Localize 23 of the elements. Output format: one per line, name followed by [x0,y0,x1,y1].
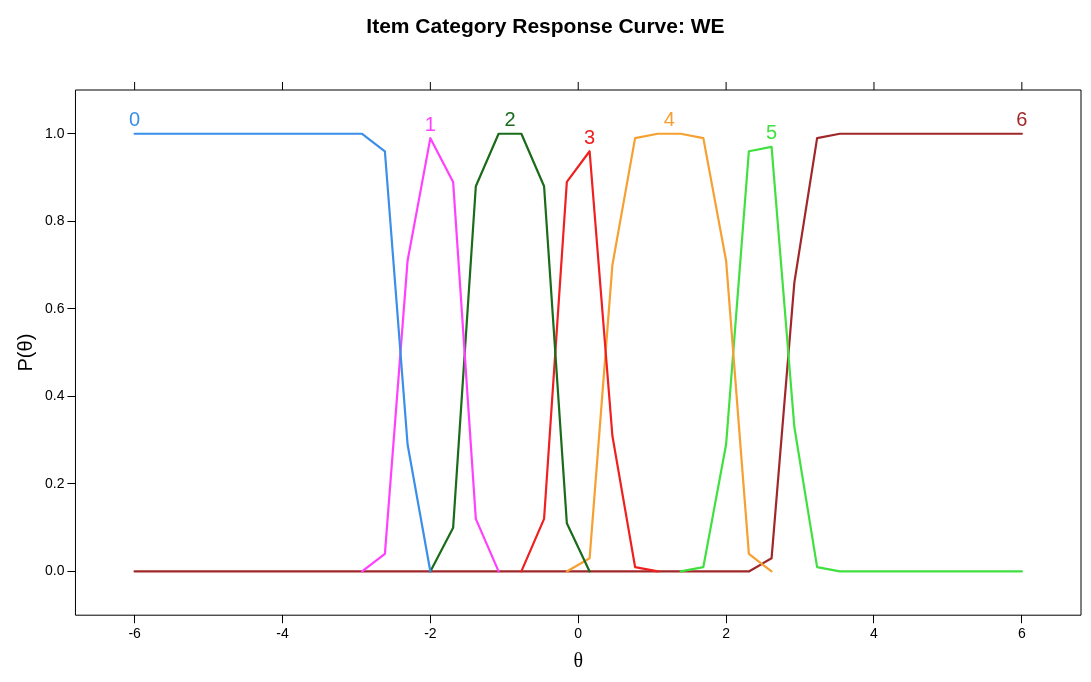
x-tick-label: -2 [424,625,437,642]
y-tick-label: 0.0 [44,562,65,579]
x-tick-label: 6 [1017,625,1026,642]
series-label: 6 [1016,108,1028,131]
series-label: 4 [663,108,675,131]
x-tick-label: -6 [128,625,142,642]
y-tick-label: 0.4 [44,387,65,404]
series-label: 1 [424,112,436,135]
series-label: 0 [129,108,141,131]
y-tick-label: 1.0 [44,124,65,141]
chart-title: Item Category Response Curve: WE [365,14,726,39]
y-axis-title: P(θ) [13,333,36,372]
x-tick-label: 0 [574,625,583,642]
series-label: 2 [504,108,516,131]
x-axis-title: θ [573,649,584,672]
y-tick-label: 0.2 [44,474,65,491]
x-tick-label: -4 [276,625,289,642]
x-tick-label: 4 [870,625,879,642]
series-label: 5 [766,121,778,144]
series-label: 3 [584,125,596,148]
y-tick-label: 0.8 [44,212,65,229]
y-tick-label: 0.6 [44,299,65,316]
x-tick-label: 2 [722,625,731,642]
